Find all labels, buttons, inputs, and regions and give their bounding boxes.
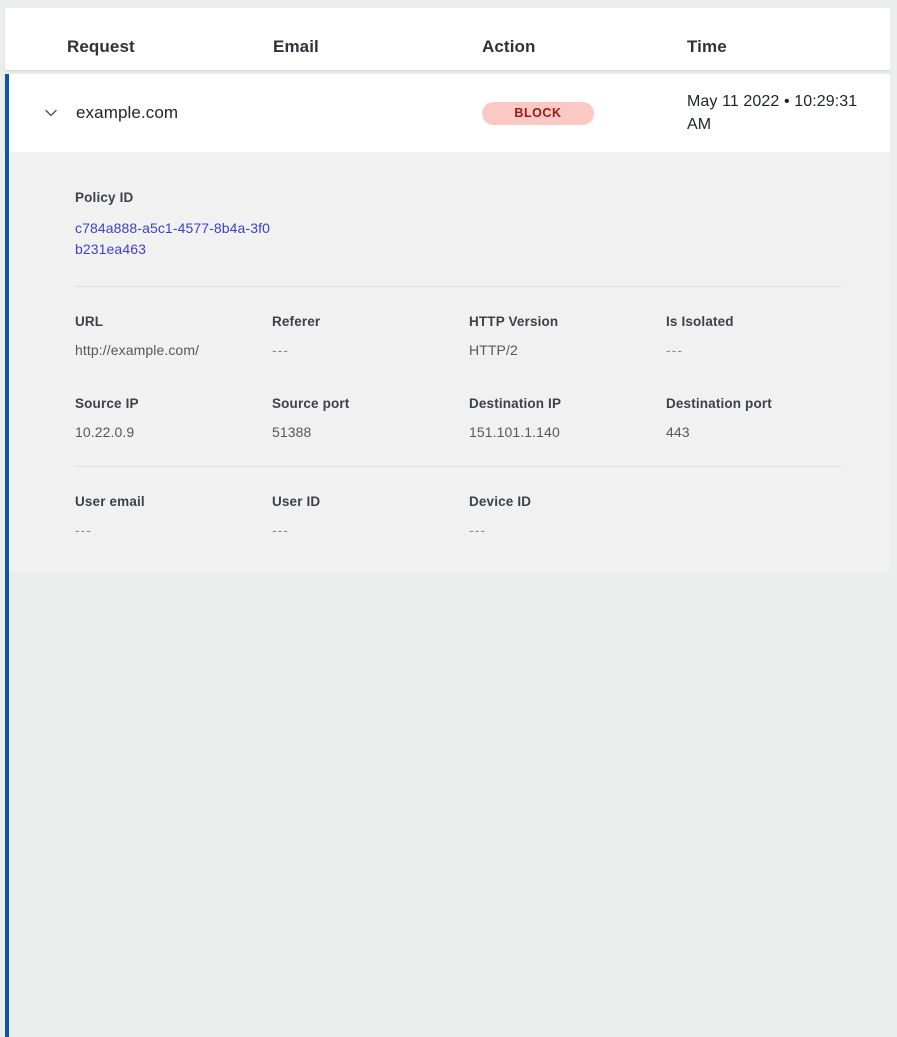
detail-divider — [75, 286, 842, 287]
detail-field-policy-id: Policy ID c784a888-a5c1-4577-8b4a-3f0b23… — [75, 190, 866, 260]
expanded-row-group: example.com BLOCK May 11 2022 • 10:29:31… — [5, 74, 890, 1037]
detail-section-connection: Source IP 10.22.0.9 Source port 51388 De… — [75, 396, 866, 440]
detail-field-url: URL http://example.com/ — [75, 314, 272, 358]
field-label-source-port: Source port — [272, 396, 350, 411]
cell-action: BLOCK — [482, 74, 594, 152]
column-header-action[interactable]: Action — [482, 37, 536, 56]
cell-request[interactable]: example.com — [43, 74, 178, 152]
cell-time: May 11 2022 • 10:29:31 AM — [687, 74, 877, 152]
field-value-http-version: HTTP/2 — [469, 342, 518, 358]
request-hostname: example.com — [76, 103, 179, 122]
detail-field-destination-ip: Destination IP 151.101.1.140 — [469, 396, 666, 440]
table-row[interactable]: example.com BLOCK May 11 2022 • 10:29:31… — [5, 74, 890, 152]
field-label-device-id: Device ID — [469, 494, 532, 509]
field-label-destination-ip: Destination IP — [469, 396, 562, 411]
detail-field-destination-port: Destination port 443 — [666, 396, 863, 440]
field-value-device-id: --- — [469, 522, 486, 538]
table-header-row: Request Email Action Time — [5, 8, 890, 70]
detail-field-device-id: Device ID --- — [469, 494, 666, 538]
field-label-policy-id: Policy ID — [75, 190, 134, 205]
field-value-user-email: --- — [75, 522, 92, 538]
column-header-email[interactable]: Email — [273, 37, 319, 56]
field-label-url: URL — [75, 314, 104, 329]
field-label-user-email: User email — [75, 494, 145, 509]
timestamp: May 11 2022 • 10:29:31 AM — [687, 93, 858, 133]
field-value-user-id: --- — [272, 522, 289, 538]
field-label-referer: Referer — [272, 314, 321, 329]
chevron-down-icon[interactable] — [43, 105, 59, 121]
detail-section-identity: User email --- User ID --- Device ID --- — [75, 494, 866, 538]
selected-row-accent-bar — [5, 74, 9, 1037]
detail-field-spacer — [666, 494, 863, 538]
detail-field-source-port: Source port 51388 — [272, 396, 469, 440]
field-value-destination-ip: 151.101.1.140 — [469, 424, 560, 440]
detail-field-referer: Referer --- — [272, 314, 469, 358]
log-table-view: Request Email Action Time example.com BL… — [5, 0, 897, 1037]
field-value-referer: --- — [272, 342, 289, 358]
detail-field-source-ip: Source IP 10.22.0.9 — [75, 396, 272, 440]
field-label-user-id: User ID — [272, 494, 321, 509]
detail-field-http-version: HTTP Version HTTP/2 — [469, 314, 666, 358]
row-detail-panel: Policy ID c784a888-a5c1-4577-8b4a-3f0b23… — [5, 152, 890, 572]
page-right-gutter — [890, 0, 897, 567]
column-header-request[interactable]: Request — [67, 37, 135, 56]
field-value-is-isolated: --- — [666, 342, 683, 358]
field-value-source-ip: 10.22.0.9 — [75, 424, 135, 440]
detail-field-user-email: User email --- — [75, 494, 272, 538]
status-badge: BLOCK — [482, 101, 594, 125]
detail-section-network-request: URL http://example.com/ Referer --- HTTP… — [75, 314, 866, 358]
field-label-source-ip: Source IP — [75, 396, 139, 411]
field-value-url: http://example.com/ — [75, 342, 200, 358]
column-header-time[interactable]: Time — [687, 37, 727, 56]
detail-divider-2 — [75, 466, 842, 467]
field-value-destination-port: 443 — [666, 424, 690, 440]
field-label-is-isolated: Is Isolated — [666, 314, 734, 329]
field-label-destination-port: Destination port — [666, 396, 772, 411]
detail-field-is-isolated: Is Isolated --- — [666, 314, 863, 358]
detail-field-user-id: User ID --- — [272, 494, 469, 538]
field-label-http-version: HTTP Version — [469, 314, 559, 329]
field-value-source-port: 51388 — [272, 424, 312, 440]
policy-id-link[interactable]: c784a888-a5c1-4577-8b4a-3f0b231ea463 — [75, 220, 270, 257]
